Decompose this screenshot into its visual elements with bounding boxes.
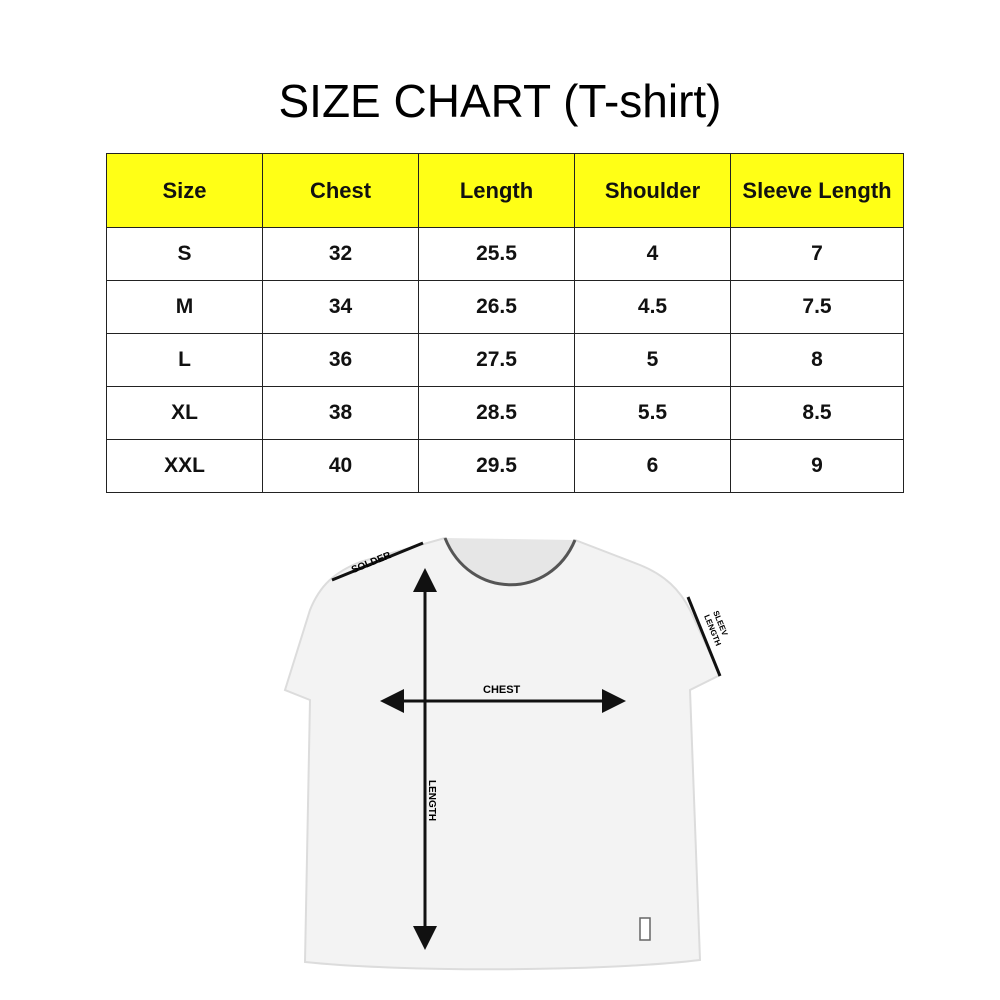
table-cell: XXL	[106, 439, 263, 493]
table-cell: 25.5	[418, 227, 575, 281]
table-cell: 4	[574, 227, 731, 281]
table-cell: L	[106, 333, 263, 387]
size-table: Size Chest Length Shoulder Sleeve Length…	[106, 153, 904, 493]
table-cell: 40	[262, 439, 419, 493]
table-cell: 4.5	[574, 280, 731, 334]
table-cell: 36	[262, 333, 419, 387]
table-cell: 7.5	[730, 280, 904, 334]
page-title: SIZE CHART (T-shirt)	[278, 75, 722, 127]
collar	[443, 537, 577, 587]
table-row: M 34 26.5 4.5 7.5	[106, 280, 904, 334]
table-row: S 32 25.5 4 7	[106, 227, 904, 281]
table-row: XXL 40 29.5 6 9	[106, 439, 904, 493]
table-cell: XL	[106, 386, 263, 440]
table-cell: 34	[262, 280, 419, 334]
table-cell: 5	[574, 333, 731, 387]
sleeve-measure-line	[686, 596, 722, 677]
column-header: Length	[418, 153, 575, 228]
table-cell: 7	[730, 227, 904, 281]
column-header: Chest	[262, 153, 419, 228]
table-header-row: Size Chest Length Shoulder Sleeve Length	[106, 153, 904, 228]
table-cell: 26.5	[418, 280, 575, 334]
table-row: L 36 27.5 5 8	[106, 333, 904, 387]
table-cell: 38	[262, 386, 419, 440]
length-label: LENGTH	[426, 780, 437, 821]
shoulder-measure-line	[331, 541, 424, 582]
table-row: XL 38 28.5 5.5 8.5	[106, 386, 904, 440]
table-cell: 27.5	[418, 333, 575, 387]
table-cell: 8.5	[730, 386, 904, 440]
column-header: Size	[106, 153, 263, 228]
column-header: Sleeve Length	[730, 153, 904, 228]
table-cell: 9	[730, 439, 904, 493]
table-cell: S	[106, 227, 263, 281]
chest-label: CHEST	[483, 684, 521, 696]
table-cell: 29.5	[418, 439, 575, 493]
logo-tag	[639, 917, 651, 941]
table-cell: 32	[262, 227, 419, 281]
table-cell: 8	[730, 333, 904, 387]
table-cell: 28.5	[418, 386, 575, 440]
tshirt-shape	[283, 536, 722, 971]
table-cell: M	[106, 280, 263, 334]
